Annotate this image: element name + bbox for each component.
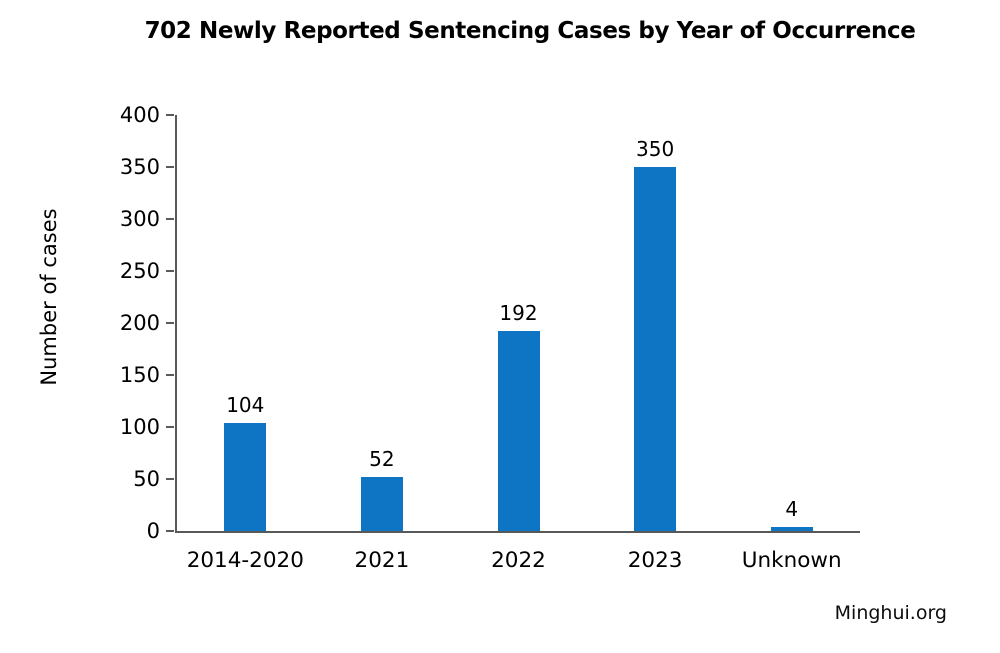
y-tick-label: 300 bbox=[119, 206, 160, 231]
x-tick-label: Unknown bbox=[741, 548, 842, 573]
y-tick-label: 250 bbox=[119, 258, 160, 283]
y-tick-label: 100 bbox=[119, 414, 160, 439]
x-tick-label: 2014-2020 bbox=[186, 548, 304, 573]
bar bbox=[497, 331, 540, 531]
y-tick-mark bbox=[166, 270, 174, 272]
bar bbox=[634, 167, 677, 531]
y-tick-label: 200 bbox=[119, 310, 160, 335]
bar-value-label: 192 bbox=[499, 301, 538, 326]
source-credit: Minghui.org bbox=[834, 602, 947, 624]
bar-value-label: 104 bbox=[226, 392, 265, 417]
x-tick-label: 2023 bbox=[627, 548, 683, 573]
bar bbox=[770, 526, 813, 531]
bar-value-label: 4 bbox=[785, 496, 799, 521]
plot-area: 0 50 100 150 200 250 300 350 400 104 2014-2020 52 20… bbox=[120, 104, 860, 573]
bar bbox=[224, 422, 267, 531]
y-axis-label: Number of cases bbox=[37, 208, 61, 386]
chart-title: 702 Newly Reported Sentencing Cases by Y… bbox=[144, 18, 916, 44]
y-tick-label: 350 bbox=[119, 154, 160, 179]
y-tick-label: 0 bbox=[146, 518, 160, 543]
y-tick-mark bbox=[166, 114, 174, 116]
y-tick-mark bbox=[166, 530, 174, 532]
y-tick-label: 400 bbox=[119, 102, 160, 127]
y-tick-mark bbox=[166, 218, 174, 220]
bar bbox=[360, 476, 403, 531]
y-tick-mark bbox=[166, 322, 174, 324]
y-tick-label: 150 bbox=[119, 362, 160, 387]
y-tick-mark bbox=[166, 426, 174, 428]
y-tick-mark bbox=[166, 166, 174, 168]
bar-value-label: 350 bbox=[636, 137, 675, 161]
x-tick-label: 2022 bbox=[491, 548, 546, 573]
y-tick-mark bbox=[166, 478, 174, 480]
x-tick-label: 2021 bbox=[354, 548, 410, 573]
bar-value-label: 52 bbox=[369, 446, 395, 471]
y-tick-mark bbox=[166, 374, 174, 376]
y-tick-label: 50 bbox=[133, 466, 160, 491]
